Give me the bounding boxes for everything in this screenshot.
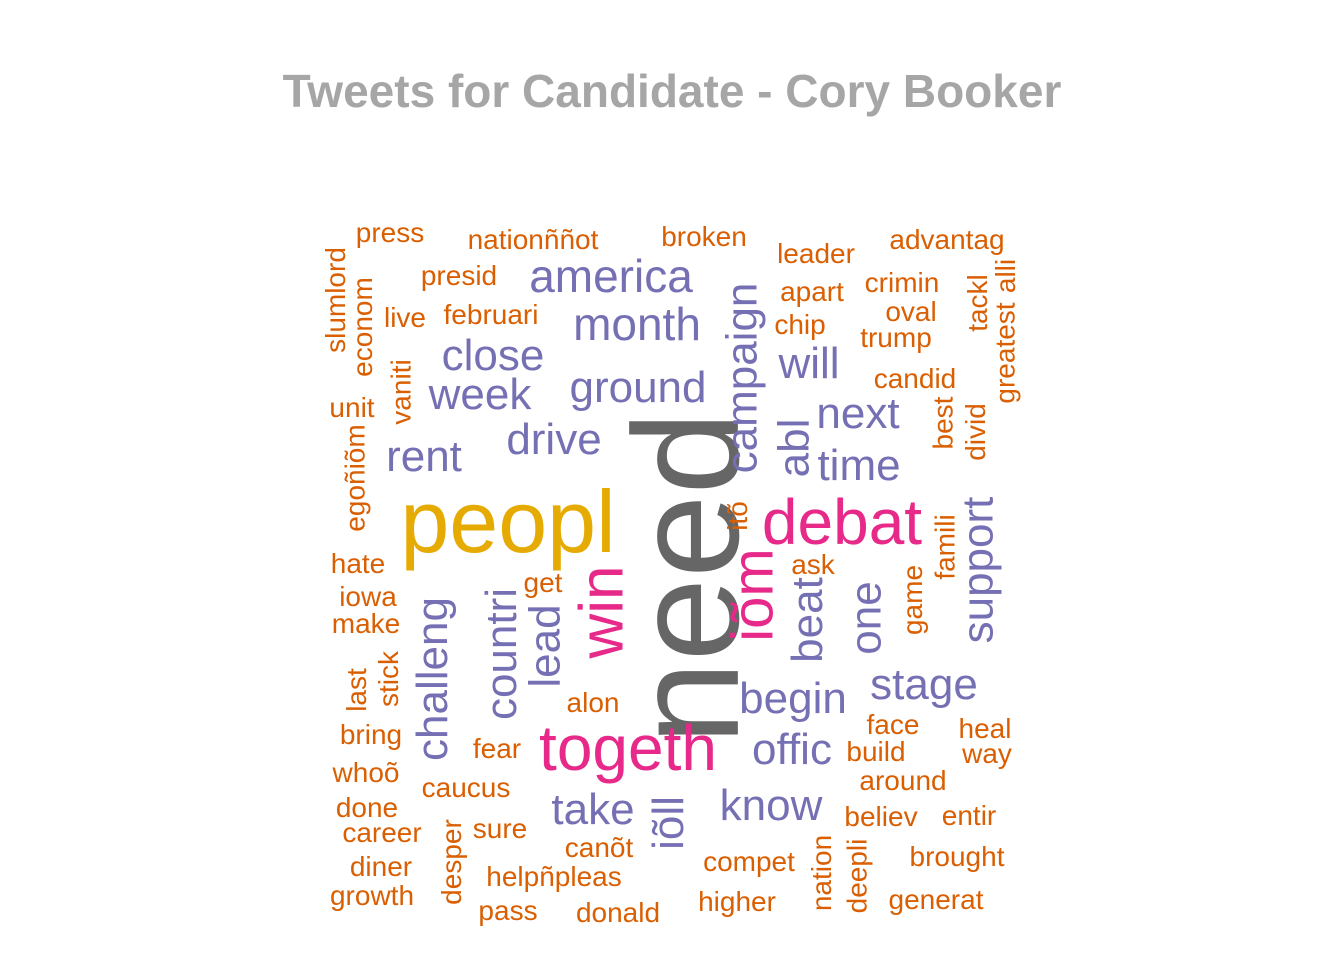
word-35: advantag — [889, 224, 1005, 255]
word-68: heal — [958, 713, 1012, 744]
word-55: itõ — [721, 501, 753, 531]
word-61: iowa — [339, 581, 397, 612]
word-6: iõm — [721, 548, 786, 642]
word-19: support — [952, 496, 1002, 644]
word-72: whoõ — [332, 757, 400, 788]
word-43: oval — [885, 296, 937, 327]
word-36: slumlord — [320, 247, 351, 353]
word-15: will — [778, 339, 840, 388]
word-64: stick — [373, 651, 404, 707]
word-76: believ — [844, 801, 918, 832]
word-88: growth — [329, 880, 415, 911]
word-90: higher — [698, 886, 776, 917]
word-27: iõll — [643, 796, 693, 850]
word-11: ground — [569, 363, 707, 412]
word-71: way — [962, 738, 1012, 769]
word-89: generat — [888, 884, 984, 915]
word-67: face — [866, 709, 920, 740]
word-45: trump — [860, 322, 932, 353]
word-4: debat — [761, 486, 923, 558]
word-44: chip — [774, 309, 826, 340]
word-39: live — [383, 302, 426, 333]
word-66: bring — [339, 719, 403, 750]
word-9: close — [441, 331, 545, 380]
word-77: entir — [941, 800, 997, 831]
word-13: rent — [386, 432, 462, 481]
word-41: apart — [780, 276, 844, 307]
word-53: divid — [960, 403, 991, 461]
word-85: nation — [805, 834, 837, 912]
word-79: sure — [472, 813, 528, 844]
word-70: build — [846, 736, 906, 767]
word-12: drive — [506, 415, 602, 464]
word-80: desper — [436, 819, 467, 905]
word-48: greatest — [989, 302, 1021, 404]
word-82: brought — [909, 841, 1005, 872]
word-23: begin — [739, 674, 847, 723]
word-81: canõt — [564, 832, 634, 863]
word-28: challeng — [408, 597, 457, 761]
word-24: offic — [752, 725, 832, 774]
word-49: candid — [873, 363, 957, 394]
word-40: februari — [443, 299, 539, 330]
word-65: alon — [566, 687, 620, 718]
word-59: get — [523, 567, 563, 598]
word-69: fear — [472, 733, 522, 764]
word-63: last — [340, 668, 372, 712]
word-58: ask — [791, 549, 835, 580]
word-56: famili — [930, 514, 961, 580]
word-37: econom — [347, 277, 378, 377]
word-25: know — [719, 781, 823, 830]
word-74: caucus — [421, 772, 511, 803]
word-21: beat — [782, 577, 832, 663]
word-18: time — [817, 441, 901, 490]
word-5: win — [568, 565, 637, 659]
word-20: one — [841, 581, 891, 655]
word-17: abl — [769, 418, 818, 478]
word-10: week — [428, 370, 532, 419]
word-16: next — [816, 389, 900, 438]
word-2: peopl — [400, 472, 616, 571]
word-26: take — [551, 785, 635, 834]
chart-title: Tweets for Candidate - Cory Booker — [282, 65, 1062, 117]
word-42: crimin — [864, 267, 940, 298]
word-32: nationññot — [467, 224, 599, 255]
word-47: alli — [989, 258, 1021, 294]
word-33: broken — [661, 221, 747, 252]
word-86: deepli — [840, 838, 872, 914]
word-54: egoñiõm — [340, 424, 371, 532]
word-83: diner — [349, 851, 413, 882]
word-75: done — [335, 792, 399, 823]
word-38: presid — [420, 260, 498, 291]
word-30: lead — [521, 604, 570, 688]
word-60: game — [896, 564, 928, 636]
word-52: best — [927, 396, 958, 450]
word-14: campaign — [717, 282, 766, 474]
word-51: unit — [329, 392, 375, 423]
word-78: career — [342, 817, 422, 848]
word-8: month — [573, 298, 701, 350]
word-29: countri — [476, 587, 526, 721]
word-91: pass — [478, 895, 538, 926]
word-3: togeth — [539, 712, 717, 784]
word-92: donald — [575, 897, 661, 928]
word-57: hate — [330, 548, 386, 579]
word-7: america — [529, 250, 693, 302]
word-34: leader — [777, 238, 855, 269]
word-46: tackl — [961, 274, 993, 332]
word-84: compet — [703, 846, 795, 877]
word-22: stage — [870, 660, 978, 709]
word-87: helpñpleas — [486, 861, 622, 892]
word-62: make — [331, 608, 401, 639]
word-50: vaniti — [386, 359, 417, 425]
word-73: around — [859, 765, 947, 796]
word-31: press — [355, 217, 425, 248]
